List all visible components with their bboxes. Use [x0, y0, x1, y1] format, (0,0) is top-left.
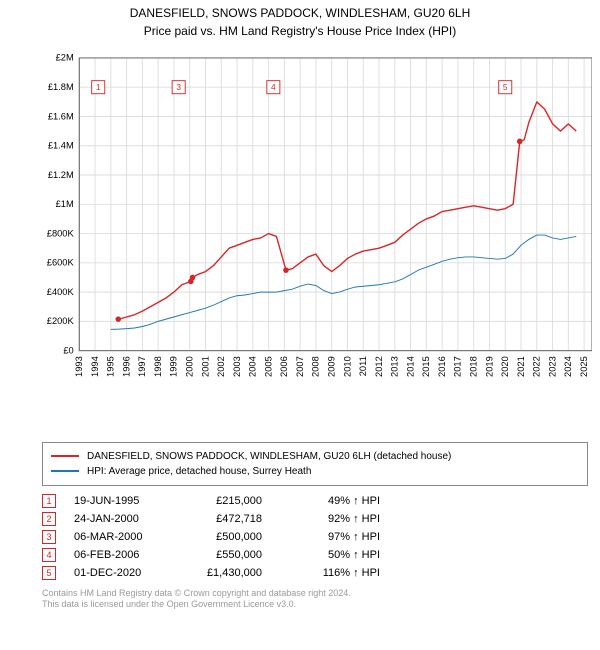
sale-date: 19-JUN-1995: [74, 495, 164, 507]
svg-text:3: 3: [176, 82, 181, 92]
svg-text:1996: 1996: [121, 356, 131, 377]
table-row: 3 06-MAR-2000 £500,000 97% ↑ HPI: [42, 528, 588, 546]
svg-text:2003: 2003: [232, 356, 242, 377]
svg-text:1995: 1995: [106, 356, 116, 377]
svg-text:2011: 2011: [358, 356, 368, 376]
svg-text:2014: 2014: [405, 356, 415, 377]
sale-marker-number: 2: [42, 512, 56, 526]
sale-price: £215,000: [182, 495, 262, 507]
sales-table: 1 19-JUN-1995 £215,000 49% ↑ HPI 2 24-JAN-200…: [42, 492, 588, 582]
sale-price: £550,000: [182, 549, 262, 561]
svg-text:1999: 1999: [169, 356, 179, 377]
sale-date: 24-JAN-2000: [74, 513, 164, 525]
svg-text:2013: 2013: [390, 356, 400, 377]
svg-text:2020: 2020: [500, 356, 510, 377]
svg-text:£1.4M: £1.4M: [48, 140, 74, 150]
svg-text:1997: 1997: [137, 356, 147, 377]
sale-marker-number: 3: [42, 530, 56, 544]
svg-text:2001: 2001: [200, 356, 210, 377]
sale-pct-vs-hpi: 92% ↑ HPI: [280, 513, 380, 525]
svg-text:2024: 2024: [563, 356, 573, 377]
svg-text:2015: 2015: [421, 356, 431, 377]
sale-date: 06-MAR-2000: [74, 531, 164, 543]
svg-text:2025: 2025: [579, 356, 589, 377]
legend-label: HPI: Average price, detached house, Surr…: [87, 464, 311, 479]
svg-text:£400K: £400K: [47, 286, 75, 296]
table-row: 4 06-FEB-2006 £550,000 50% ↑ HPI: [42, 546, 588, 564]
attribution-line2: This data is licensed under the Open Gov…: [42, 599, 588, 611]
svg-text:£1.8M: £1.8M: [48, 82, 74, 92]
attribution: Contains HM Land Registry data © Crown c…: [42, 588, 588, 611]
sale-pct-vs-hpi: 116% ↑ HPI: [280, 567, 380, 579]
chart-area: £0 £200K £400K £600K £800K £1M £1.2M £1.4M £1.6M…: [0, 42, 600, 434]
svg-text:2019: 2019: [484, 356, 494, 377]
svg-text:£200K: £200K: [47, 316, 75, 326]
svg-text:2018: 2018: [468, 356, 478, 377]
svg-text:1: 1: [96, 82, 101, 92]
legend-swatch: [51, 470, 79, 472]
svg-text:£2M: £2M: [56, 52, 74, 62]
svg-text:£1M: £1M: [56, 199, 74, 209]
svg-text:£800K: £800K: [47, 228, 75, 238]
svg-text:£1.2M: £1.2M: [48, 169, 74, 179]
svg-text:1994: 1994: [90, 356, 100, 377]
line-chart: £0 £200K £400K £600K £800K £1M £1.2M £1.4M £1.6M…: [42, 42, 592, 402]
svg-text:2002: 2002: [216, 356, 226, 377]
legend-item: DANESFIELD, SNOWS PADDOCK, WINDLESHAM, G…: [51, 449, 579, 464]
svg-text:2004: 2004: [248, 356, 258, 377]
svg-text:2007: 2007: [295, 356, 305, 377]
svg-text:2021: 2021: [516, 356, 526, 377]
svg-text:2022: 2022: [532, 356, 542, 377]
sale-price: £1,430,000: [182, 567, 262, 579]
svg-text:2005: 2005: [263, 356, 273, 377]
sale-marker-number: 1: [42, 494, 56, 508]
sale-date: 06-FEB-2006: [74, 549, 164, 561]
svg-text:2000: 2000: [185, 356, 195, 377]
chart-title: DANESFIELD, SNOWS PADDOCK, WINDLESHAM, G…: [0, 0, 600, 22]
chart-subtitle: Price paid vs. HM Land Registry's House …: [0, 22, 600, 42]
svg-text:£0: £0: [63, 345, 73, 355]
table-row: 5 01-DEC-2020 £1,430,000 116% ↑ HPI: [42, 564, 588, 582]
svg-text:£1.6M: £1.6M: [48, 111, 74, 121]
svg-text:2009: 2009: [326, 356, 336, 377]
legend-label: DANESFIELD, SNOWS PADDOCK, WINDLESHAM, G…: [87, 449, 451, 464]
sale-pct-vs-hpi: 49% ↑ HPI: [280, 495, 380, 507]
attribution-line1: Contains HM Land Registry data © Crown c…: [42, 588, 588, 600]
svg-text:2016: 2016: [437, 356, 447, 377]
table-row: 2 24-JAN-2000 £472,718 92% ↑ HPI: [42, 510, 588, 528]
legend-box: DANESFIELD, SNOWS PADDOCK, WINDLESHAM, G…: [42, 442, 588, 486]
sale-price: £500,000: [182, 531, 262, 543]
sale-pct-vs-hpi: 50% ↑ HPI: [280, 549, 380, 561]
svg-text:2006: 2006: [279, 356, 289, 377]
sale-pct-vs-hpi: 97% ↑ HPI: [280, 531, 380, 543]
svg-text:2010: 2010: [342, 356, 352, 377]
svg-text:2023: 2023: [547, 356, 557, 377]
sale-price: £472,718: [182, 513, 262, 525]
sale-date: 01-DEC-2020: [74, 567, 164, 579]
legend-swatch: [51, 455, 79, 457]
svg-text:2017: 2017: [453, 356, 463, 377]
svg-text:2008: 2008: [311, 356, 321, 377]
svg-text:1993: 1993: [74, 356, 84, 377]
svg-text:£600K: £600K: [47, 257, 75, 267]
sale-marker-number: 4: [42, 548, 56, 562]
legend-item: HPI: Average price, detached house, Surr…: [51, 464, 579, 479]
sale-marker-number: 5: [42, 566, 56, 580]
svg-text:4: 4: [271, 82, 276, 92]
svg-text:1998: 1998: [153, 356, 163, 377]
svg-text:5: 5: [503, 82, 508, 92]
table-row: 1 19-JUN-1995 £215,000 49% ↑ HPI: [42, 492, 588, 510]
svg-text:2012: 2012: [374, 356, 384, 377]
